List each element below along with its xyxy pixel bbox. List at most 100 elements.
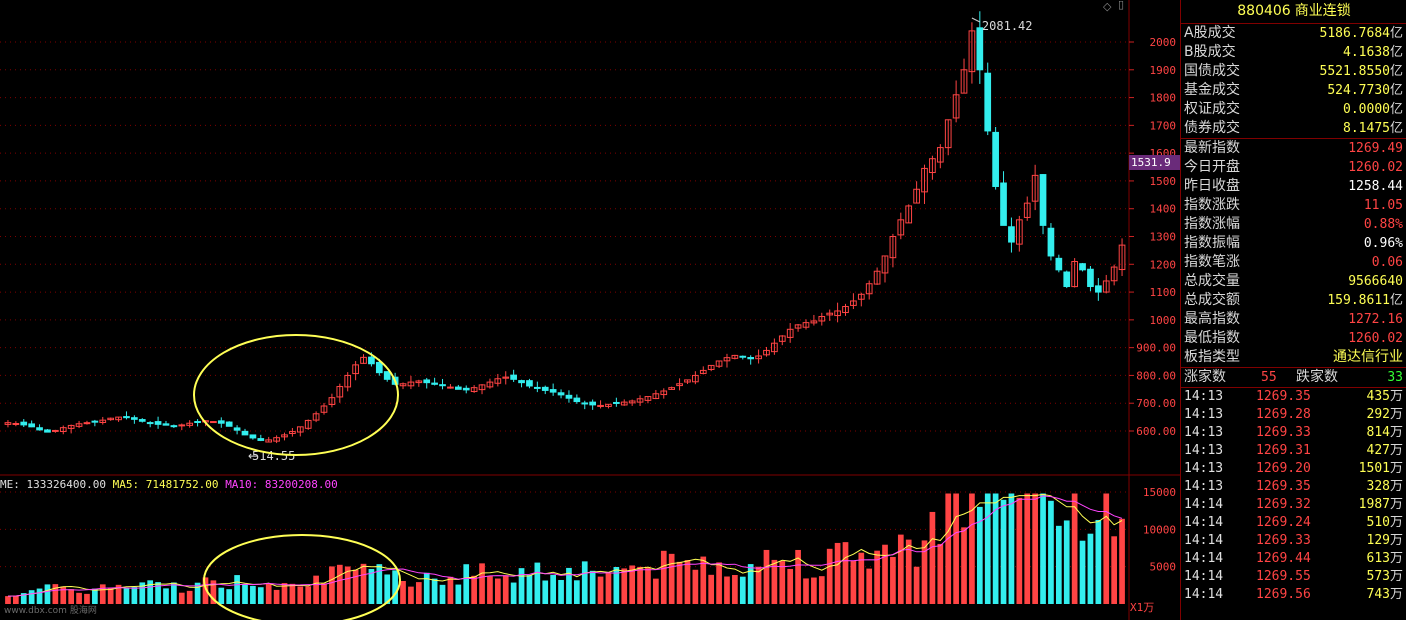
tick-row[interactable]: 14:13 1269.35 435万 (1181, 388, 1406, 406)
candle-up (281, 434, 288, 438)
tick-time: 14:13 (1184, 389, 1224, 404)
tick-time: 14:13 (1184, 443, 1224, 458)
tick-volume-unit: 万 (1389, 461, 1403, 476)
candle-down (368, 356, 375, 365)
volume-bar-up (1103, 493, 1110, 604)
ma5-value: MA5: 71481752.00 (112, 478, 219, 491)
tick-row[interactable]: 14:13 1269.35 328万 (1181, 478, 1406, 496)
volume-bar-up (866, 568, 873, 604)
kline-chart[interactable]: 2000190018001700160015001400130012001100… (0, 0, 1180, 620)
tick-row[interactable]: 14:14 1269.55 573万 (1181, 568, 1406, 586)
index-stat-value: 通达信行业 (1333, 348, 1403, 367)
high-label-pointer (971, 17, 981, 23)
tick-row[interactable]: 14:13 1269.31 427万 (1181, 442, 1406, 460)
tick-volume: 129万 (1367, 532, 1404, 550)
kline-chart-area[interactable]: 2000 1900 1800 1700 1600 1500 1400 1300 1200 1100… (0, 0, 1181, 620)
diamond-icon[interactable]: ◇ (1103, 0, 1112, 13)
volume-bar-up (937, 543, 944, 604)
volume-bar-down (542, 580, 549, 604)
index-stat-row: 指数涨幅 0.88% (1181, 215, 1406, 234)
candle-down (557, 392, 565, 396)
tick-price: 1269.35 (1256, 389, 1311, 404)
index-stat-value: 9566640 (1348, 272, 1403, 291)
volume-bar-up (352, 569, 359, 604)
volume-bar-up (471, 575, 477, 604)
tick-price: 1269.20 (1256, 461, 1311, 476)
tick-row[interactable]: 14:13 1269.20 1501万 (1181, 460, 1406, 478)
price-axis-label: 1700 (1150, 119, 1177, 132)
tick-row[interactable]: 14:14 1269.33 129万 (1181, 532, 1406, 550)
index-stat-row: 昨日收盘 1258.44 (1181, 177, 1406, 196)
volume-bar-down (510, 582, 517, 604)
index-stat-label: 板指类型 (1184, 349, 1240, 365)
volume-bar-up (818, 576, 825, 604)
index-stat-label: 总成交量 (1184, 273, 1240, 289)
tick-row[interactable]: 14:14 1269.24 510万 (1181, 514, 1406, 532)
volume-bar-down (589, 570, 596, 604)
volume-bar-up (1032, 493, 1038, 604)
volume-bar-down (613, 566, 620, 604)
volume-bar-up (874, 550, 880, 604)
volume-bar-down (218, 587, 225, 604)
candle-up (1118, 244, 1126, 271)
index-name: 商业连锁 (1294, 3, 1351, 19)
candle-up (834, 310, 841, 317)
candle-up (289, 431, 296, 434)
volume-bar-down (439, 584, 446, 604)
volume-bar-up (684, 560, 691, 604)
candle-down (510, 374, 517, 380)
tick-row[interactable]: 14:14 1269.56 743万 (1181, 586, 1406, 604)
tick-row[interactable]: 14:13 1269.28 292万 (1181, 406, 1406, 424)
volume-bar-up (76, 592, 82, 604)
candle-up (699, 369, 707, 374)
volume-bar-up (178, 592, 185, 604)
price-axis-label: 700.00 (1136, 397, 1176, 410)
volume-bar-up (494, 578, 501, 604)
index-stat-label: 指数振幅 (1184, 235, 1240, 251)
volume-bar-up (1024, 493, 1031, 604)
candle-up (794, 324, 802, 329)
candle-down (123, 416, 130, 419)
volume-bar-up (273, 589, 280, 604)
trade-stat-value: 0.0000亿 (1343, 100, 1403, 119)
tick-list[interactable]: 14:13 1269.35 435万 14:13 1269.28 292万 14:13 126… (1181, 388, 1406, 604)
volume-bar-down (984, 493, 991, 604)
tick-time: 14:14 (1184, 497, 1224, 512)
index-stat-number: 1272.16 (1348, 312, 1403, 327)
index-stat-number: 9566640 (1348, 274, 1403, 289)
candle-up (715, 360, 723, 367)
price-axis-label: 1000 (1150, 314, 1177, 327)
volume-bar-down (1055, 525, 1062, 604)
tick-row[interactable]: 14:14 1269.32 1987万 (1181, 496, 1406, 514)
candle-up (944, 119, 952, 149)
trade-stat-value: 524.7730亿 (1327, 81, 1403, 100)
index-stat-label: 最低指数 (1184, 330, 1240, 346)
trade-stat-label: A股成交 (1184, 25, 1236, 41)
candle-down (526, 380, 533, 387)
tick-volume-number: 613 (1366, 551, 1390, 566)
tick-price: 1269.35 (1256, 479, 1311, 494)
volume-bar-down (423, 572, 430, 604)
index-stat-label: 总成交额 (1184, 292, 1240, 308)
candle-up (273, 437, 280, 442)
price-axis-label: 900.00 (1136, 342, 1176, 355)
price-axis-label: 1300 (1150, 231, 1177, 244)
candle-down (1047, 227, 1055, 257)
tick-time: 14:14 (1184, 569, 1224, 584)
index-stat-value: 1260.02 (1348, 158, 1403, 177)
tick-row[interactable]: 14:13 1269.33 814万 (1181, 424, 1406, 442)
volume-bar-up (1119, 518, 1125, 604)
candle-down (225, 421, 233, 427)
scroll-handle-icon[interactable]: ▯ (1118, 0, 1125, 11)
candle-up (265, 439, 273, 443)
candle-up (897, 219, 905, 236)
candle-up (502, 376, 510, 379)
tick-row[interactable]: 14:14 1269.44 613万 (1181, 550, 1406, 568)
volume-bar-up (107, 587, 114, 604)
candle-up (99, 419, 107, 423)
volume-bar-down (44, 584, 51, 604)
candle-up (692, 374, 699, 383)
candle-up (826, 312, 834, 316)
candle-up (407, 381, 415, 387)
trade-stat-label: B股成交 (1184, 44, 1236, 60)
